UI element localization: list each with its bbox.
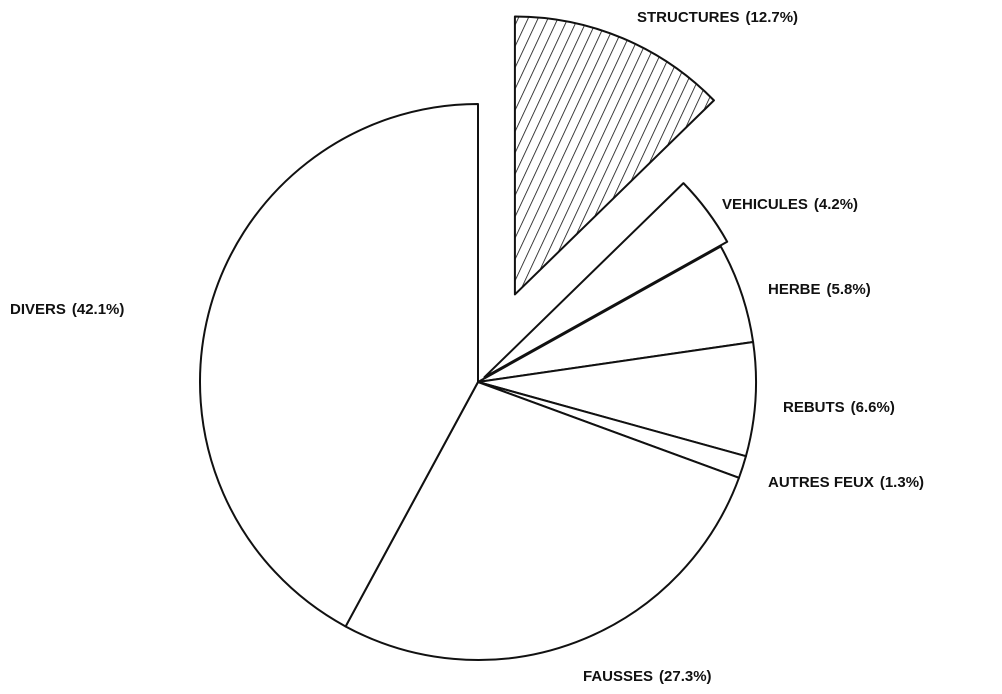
value-label: (6.6%) — [851, 399, 895, 416]
slice-label: HERBE (5.8%) — [768, 281, 871, 298]
category-label: STRUCTURES — [637, 9, 740, 26]
value-label: (5.8%) — [827, 281, 871, 298]
slice-label: DIVERS (42.1%) — [10, 301, 124, 318]
pie-slice — [483, 182, 729, 379]
slice-label: STRUCTURES (12.7%) — [637, 9, 798, 26]
pie-slice — [513, 15, 715, 296]
value-label: (42.1%) — [72, 301, 125, 318]
category-label: DIVERS — [10, 301, 66, 318]
slice-label: AUTRES FEUX (1.3%) — [768, 474, 924, 491]
slice-label: FAUSSES (27.3%) — [583, 668, 712, 685]
value-label: (1.3%) — [880, 474, 924, 491]
value-label: (27.3%) — [659, 668, 712, 685]
category-label: VEHICULES — [722, 196, 808, 213]
category-label: HERBE — [768, 281, 821, 298]
pie-slice — [477, 340, 757, 458]
category-label: REBUTS — [783, 399, 845, 416]
pie-slice — [199, 103, 479, 628]
value-label: (12.7%) — [746, 9, 799, 26]
category-label: FAUSSES — [583, 668, 653, 685]
slice-label: REBUTS (6.6%) — [783, 399, 895, 416]
category-label: AUTRES FEUX — [768, 474, 874, 491]
pie-slice — [344, 381, 740, 661]
slice-label: VEHICULES (4.2%) — [722, 196, 858, 213]
value-label: (4.2%) — [814, 196, 858, 213]
